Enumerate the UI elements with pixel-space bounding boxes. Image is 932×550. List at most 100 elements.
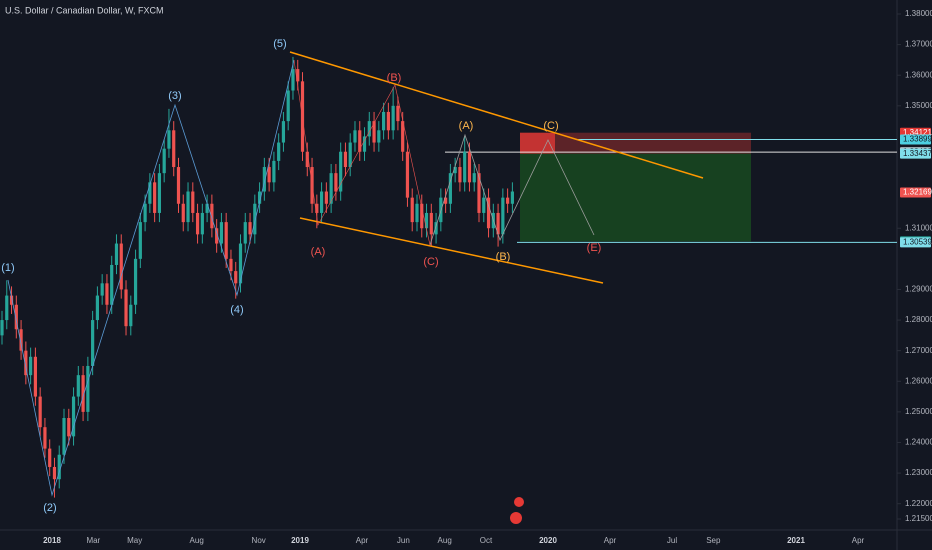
- y-tick-label: 1.26000: [905, 376, 932, 385]
- candle-body: [434, 222, 438, 235]
- stop-zone: [520, 132, 751, 154]
- candle-body: [353, 130, 357, 143]
- candle-body: [358, 130, 362, 152]
- y-tick-label: 1.29000: [905, 285, 932, 294]
- candle-body: [510, 191, 514, 204]
- candle-body: [124, 289, 128, 327]
- candle-body: [138, 222, 142, 259]
- candle-body: [248, 222, 252, 235]
- candle-body: [348, 142, 352, 168]
- candle-body: [172, 130, 176, 168]
- y-tick-label: 1.38000: [905, 9, 932, 18]
- y-tick-label: 1.35000: [905, 101, 932, 110]
- candle-body: [343, 151, 348, 168]
- candle-body: [429, 212, 433, 235]
- candle-body: [486, 197, 491, 229]
- wave-label: (5): [273, 38, 286, 50]
- candle-body: [29, 356, 33, 376]
- price-label: 1.34121: [903, 128, 932, 137]
- candle-body: [305, 151, 309, 168]
- candle-body: [133, 258, 138, 305]
- x-tick-label: Apr: [356, 536, 369, 545]
- candle-body: [195, 212, 200, 235]
- candle-body: [506, 197, 510, 204]
- price-label: 1.32169: [903, 188, 932, 197]
- y-tick-label: 1.24000: [905, 438, 932, 447]
- candle-body: [262, 167, 266, 192]
- candle-body: [33, 356, 37, 397]
- candle-body: [95, 295, 99, 321]
- event-icon: [514, 497, 524, 507]
- candle-body: [191, 191, 195, 213]
- x-tick-label: Mar: [86, 536, 100, 545]
- candle-body: [200, 212, 204, 235]
- candle-body: [339, 151, 343, 192]
- y-tick-label: 1.25000: [905, 407, 932, 416]
- candle-body: [501, 197, 505, 235]
- candle-body: [367, 121, 371, 137]
- candle-body: [215, 228, 219, 244]
- candle-body: [205, 203, 209, 213]
- candle-body: [24, 350, 28, 376]
- candle-body: [291, 69, 295, 91]
- x-tick-label: Oct: [480, 536, 493, 545]
- candle-body: [129, 304, 133, 327]
- wave-label: (E): [587, 242, 602, 254]
- candle-body: [52, 466, 57, 480]
- wave-label: (A): [459, 120, 474, 132]
- candle-body: [162, 148, 166, 174]
- candle-body: [91, 320, 95, 366]
- candle-body: [281, 121, 286, 143]
- candle-body: [9, 295, 14, 305]
- wave-label: (4): [230, 304, 243, 316]
- candle-body: [153, 182, 157, 213]
- candle-body: [401, 121, 405, 152]
- candle-body: [157, 173, 162, 213]
- candle-body: [424, 212, 429, 229]
- wave-label: (A): [311, 246, 326, 258]
- candle-body: [181, 203, 185, 223]
- candle-body: [444, 197, 448, 204]
- x-tick-label: Aug: [190, 536, 204, 545]
- price-label-box: [900, 148, 931, 159]
- x-tick-label: 2021: [787, 536, 805, 545]
- candle-body: [243, 222, 247, 244]
- wave-line: [7, 59, 295, 497]
- candle-body: [19, 329, 23, 351]
- candle-body: [267, 167, 271, 183]
- x-tick-label: Sep: [706, 536, 721, 545]
- candle-body: [324, 191, 328, 204]
- candle-body: [86, 365, 90, 412]
- x-tick-label: Jun: [397, 536, 410, 545]
- candle-body: [372, 121, 376, 143]
- candle-body: [334, 173, 338, 192]
- x-tick-label: 2020: [539, 536, 557, 545]
- candle-body: [272, 160, 276, 183]
- candle-body: [210, 203, 214, 229]
- candle-body: [43, 427, 47, 449]
- candle-body: [496, 212, 500, 235]
- candle-body: [472, 173, 476, 183]
- x-tick-label: Jul: [667, 536, 677, 545]
- candle-body: [382, 111, 386, 131]
- candle-body: [76, 375, 80, 397]
- wave-label: (2): [43, 502, 56, 514]
- candle-body: [296, 69, 300, 82]
- price-label: 1.30539: [903, 237, 932, 246]
- candle-body: [14, 304, 18, 330]
- x-tick-label: 2018: [43, 536, 61, 545]
- candle-body: [224, 222, 228, 259]
- y-tick-label: 1.21500: [905, 514, 932, 523]
- event-icon: [510, 512, 522, 524]
- candle-body: [238, 243, 243, 284]
- candle-body: [38, 396, 42, 428]
- candle-body: [100, 283, 104, 296]
- candle-body: [391, 105, 395, 131]
- candle-body: [57, 454, 61, 480]
- candle-body: [458, 167, 462, 183]
- candle-body: [67, 418, 71, 437]
- candle-body: [463, 151, 467, 183]
- candle-body: [176, 167, 181, 204]
- candle-body: [186, 191, 190, 223]
